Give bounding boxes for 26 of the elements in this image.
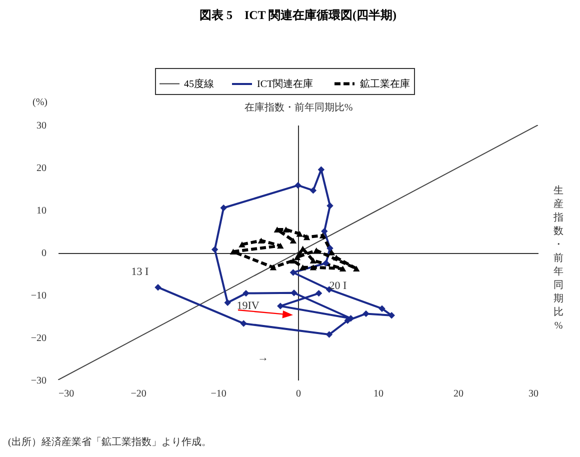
annotation: 20 I (329, 280, 348, 292)
x-tick-label: −10 (210, 388, 226, 400)
x-tick-label: −30 (58, 388, 74, 400)
legend-label: ICT関連在庫 (257, 78, 314, 90)
y-tick-label: −30 (30, 376, 46, 386)
y-tick-label: 20 (36, 163, 46, 174)
chart-title: 図表 5 ICT 関連在庫循環図(四半期) (199, 8, 397, 22)
legend-label: 鉱工業在庫 (360, 78, 410, 90)
x-tick-label: 30 (528, 388, 538, 400)
y-tick-label: 0 (42, 248, 46, 259)
annotation: 19IV (236, 300, 260, 312)
x-tick-label: 10 (374, 388, 384, 400)
legend-label: 45度線 (184, 78, 214, 90)
x-tick-label: −20 (130, 388, 146, 400)
annotation: → (258, 352, 268, 364)
text: (%) (32, 97, 48, 108)
y-tick-label: 30 (36, 120, 46, 132)
y-tick-label: 10 (36, 206, 46, 216)
annotation: 13 I (131, 266, 150, 278)
text: (出所）経済産業省「鉱工業指数」より作成。 (8, 436, 212, 448)
text: 生産指数・前年同期比% (554, 186, 564, 332)
y-tick-label: −10 (30, 290, 46, 302)
x-tick-label: 0 (296, 388, 301, 400)
y-axis-title: 在庫指数・前年同期比% (244, 102, 353, 114)
x-tick-label: 20 (454, 388, 464, 400)
y-tick-label: −20 (30, 333, 46, 344)
